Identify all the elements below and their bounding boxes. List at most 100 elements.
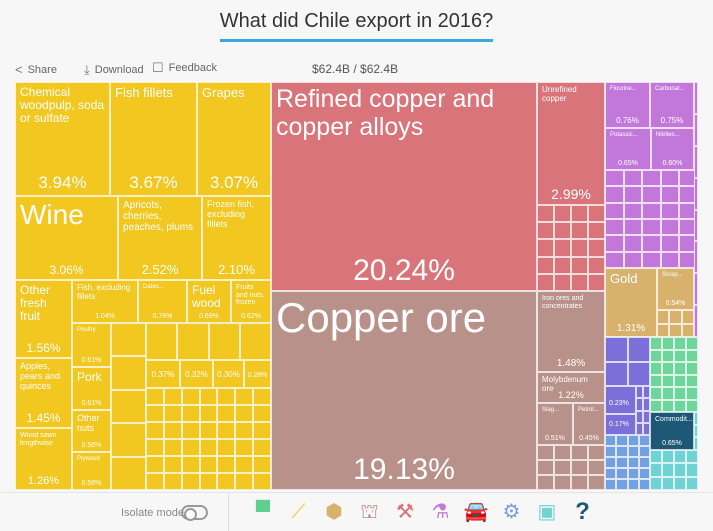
treemap-tile-small[interactable] <box>235 439 254 456</box>
treemap-tile-small[interactable] <box>253 405 271 422</box>
feedback-button[interactable]: ☐ Feedback <box>152 60 217 76</box>
treemap-tile-small[interactable] <box>627 479 639 490</box>
treemap-tile[interactable]: 0.37% <box>146 360 180 388</box>
treemap-tile-small[interactable] <box>163 439 182 456</box>
treemap-tile-small[interactable] <box>146 456 164 473</box>
treemap-tile-small[interactable] <box>638 457 650 468</box>
treemap-tile-small[interactable] <box>636 422 643 435</box>
treemap-tile-small[interactable] <box>537 239 554 257</box>
treemap-tile[interactable]: Wine 3.06% <box>15 196 118 280</box>
treemap-tile-small[interactable] <box>674 450 686 464</box>
treemap-tile-small[interactable] <box>642 202 661 219</box>
treemap-tile-small[interactable] <box>660 202 680 219</box>
treemap-tile-small[interactable] <box>627 337 650 362</box>
treemap-tile-small[interactable] <box>537 256 554 274</box>
treemap-tile-small[interactable] <box>642 235 661 252</box>
treemap-tile-small[interactable] <box>650 362 662 375</box>
treemap-tile-small[interactable] <box>643 410 650 423</box>
treemap-tile-small[interactable] <box>650 399 662 412</box>
treemap-tile-small[interactable] <box>181 405 200 422</box>
treemap-tile-small[interactable] <box>605 202 624 219</box>
machines-icon[interactable]: ⚙ <box>502 501 521 523</box>
treemap-tile-small[interactable] <box>660 251 680 268</box>
treemap-tile-small[interactable] <box>681 310 694 324</box>
treemap-tile[interactable]: Other nuts 0.56% <box>72 410 111 452</box>
treemap-tile-small[interactable] <box>605 337 628 362</box>
treemap-tile[interactable]: Petrol... 0.45% <box>573 403 605 445</box>
treemap-tile[interactable]: Unrefined copper 2.99% <box>537 82 605 205</box>
chemicals-icon[interactable]: ⚗ <box>431 501 450 523</box>
treemap-tile-small[interactable] <box>571 475 588 490</box>
treemap-tile-small[interactable] <box>605 186 624 203</box>
treemap-tile-small[interactable] <box>605 457 617 468</box>
treemap-tile-small[interactable] <box>642 219 661 236</box>
treemap-tile[interactable]: Fuel wood 0.69% <box>187 280 231 323</box>
treemap-tile-small[interactable] <box>662 374 674 387</box>
treemap-tile-small[interactable] <box>662 349 674 362</box>
treemap-tile-small[interactable] <box>199 439 218 456</box>
treemap-tile[interactable]: Plywood 0.56% <box>72 452 111 490</box>
treemap-tile-small[interactable] <box>638 468 650 479</box>
treemap-tile-small[interactable] <box>146 439 164 456</box>
treemap-tile-small[interactable] <box>537 273 554 291</box>
treemap-tile-small[interactable] <box>605 468 617 479</box>
treemap-tile-small[interactable] <box>235 473 254 490</box>
treemap-tile-small[interactable] <box>571 239 588 257</box>
treemap-tile-small[interactable] <box>643 398 650 411</box>
treemap-tile-small[interactable] <box>638 479 650 490</box>
treemap-tile-small[interactable] <box>686 362 698 375</box>
treemap-tile-small[interactable] <box>650 349 662 362</box>
treemap-tile[interactable]: 0.30% <box>213 360 244 388</box>
treemap-tile-small[interactable] <box>643 386 650 399</box>
treemap-tile-small[interactable] <box>686 374 698 387</box>
treemap-tile[interactable]: Copper ore 19.13% <box>271 291 537 490</box>
treemap-tile-small[interactable] <box>623 251 643 268</box>
treemap-tile-small[interactable] <box>554 256 571 274</box>
treemap-tile-small[interactable] <box>660 186 680 203</box>
treemap-tile-small[interactable] <box>554 222 571 240</box>
treemap-tile-small[interactable] <box>627 446 639 457</box>
treemap-tile-small[interactable] <box>181 439 200 456</box>
treemap-tile-small[interactable] <box>686 387 698 400</box>
treemap-tile-small[interactable] <box>554 205 571 223</box>
treemap-tile[interactable]: Apricots, cherries, peaches, plums 2.52% <box>118 196 202 280</box>
treemap-tile-small[interactable] <box>686 450 698 464</box>
treemap-tile-small[interactable] <box>554 239 571 257</box>
treemap-tile-small[interactable] <box>616 479 628 490</box>
treemap-tile-small[interactable] <box>605 446 617 457</box>
treemap-tile-small[interactable] <box>650 387 662 400</box>
treemap-tile-small[interactable] <box>623 202 643 219</box>
treemap-tile[interactable]: Iron ores and concentrates 1.48% <box>537 291 605 372</box>
treemap-tile-small[interactable] <box>686 337 698 350</box>
treemap-tile-small[interactable] <box>605 251 624 268</box>
treemap-tile[interactable]: 0.17% <box>605 414 636 435</box>
treemap-tile-small[interactable] <box>650 450 662 464</box>
treemap-tile-small[interactable] <box>686 476 698 490</box>
treemap-tile-small[interactable] <box>146 422 164 439</box>
treemap-tile-small[interactable] <box>199 456 218 473</box>
download-button[interactable]: ⤓ Download <box>84 62 144 78</box>
treemap-tile-small[interactable] <box>650 337 662 350</box>
treemap-tile-small[interactable] <box>163 405 182 422</box>
treemap-tile-small[interactable] <box>163 473 182 490</box>
treemap-tile[interactable]: Potassic... 0.65% <box>605 128 651 170</box>
treemap-tile-small[interactable] <box>605 219 624 236</box>
treemap-tile-small[interactable] <box>181 456 200 473</box>
treemap-tile-small[interactable] <box>694 209 698 242</box>
treemap-tile-small[interactable] <box>111 323 146 357</box>
treemap-tile-small[interactable] <box>588 460 605 475</box>
treemap-tile-small[interactable] <box>217 456 236 473</box>
treemap-tile-small[interactable] <box>681 323 694 337</box>
electronics-icon[interactable]: ▣ <box>537 501 557 523</box>
treemap-tile-small[interactable] <box>642 251 661 268</box>
treemap-tile-small[interactable] <box>571 256 588 274</box>
treemap-tile[interactable]: 0.28% <box>244 360 271 388</box>
treemap-tile-small[interactable] <box>674 399 686 412</box>
treemap-tile-small[interactable] <box>686 463 698 477</box>
treemap-tile-small[interactable] <box>627 435 639 446</box>
treemap-tile-small[interactable] <box>571 222 588 240</box>
treemap-tile-small[interactable] <box>686 349 698 362</box>
treemap-tile-small[interactable] <box>571 273 588 291</box>
treemap-tile[interactable]: Apples, pears and quinces 1.45% <box>15 358 72 428</box>
treemap-tile-small[interactable] <box>605 235 624 252</box>
